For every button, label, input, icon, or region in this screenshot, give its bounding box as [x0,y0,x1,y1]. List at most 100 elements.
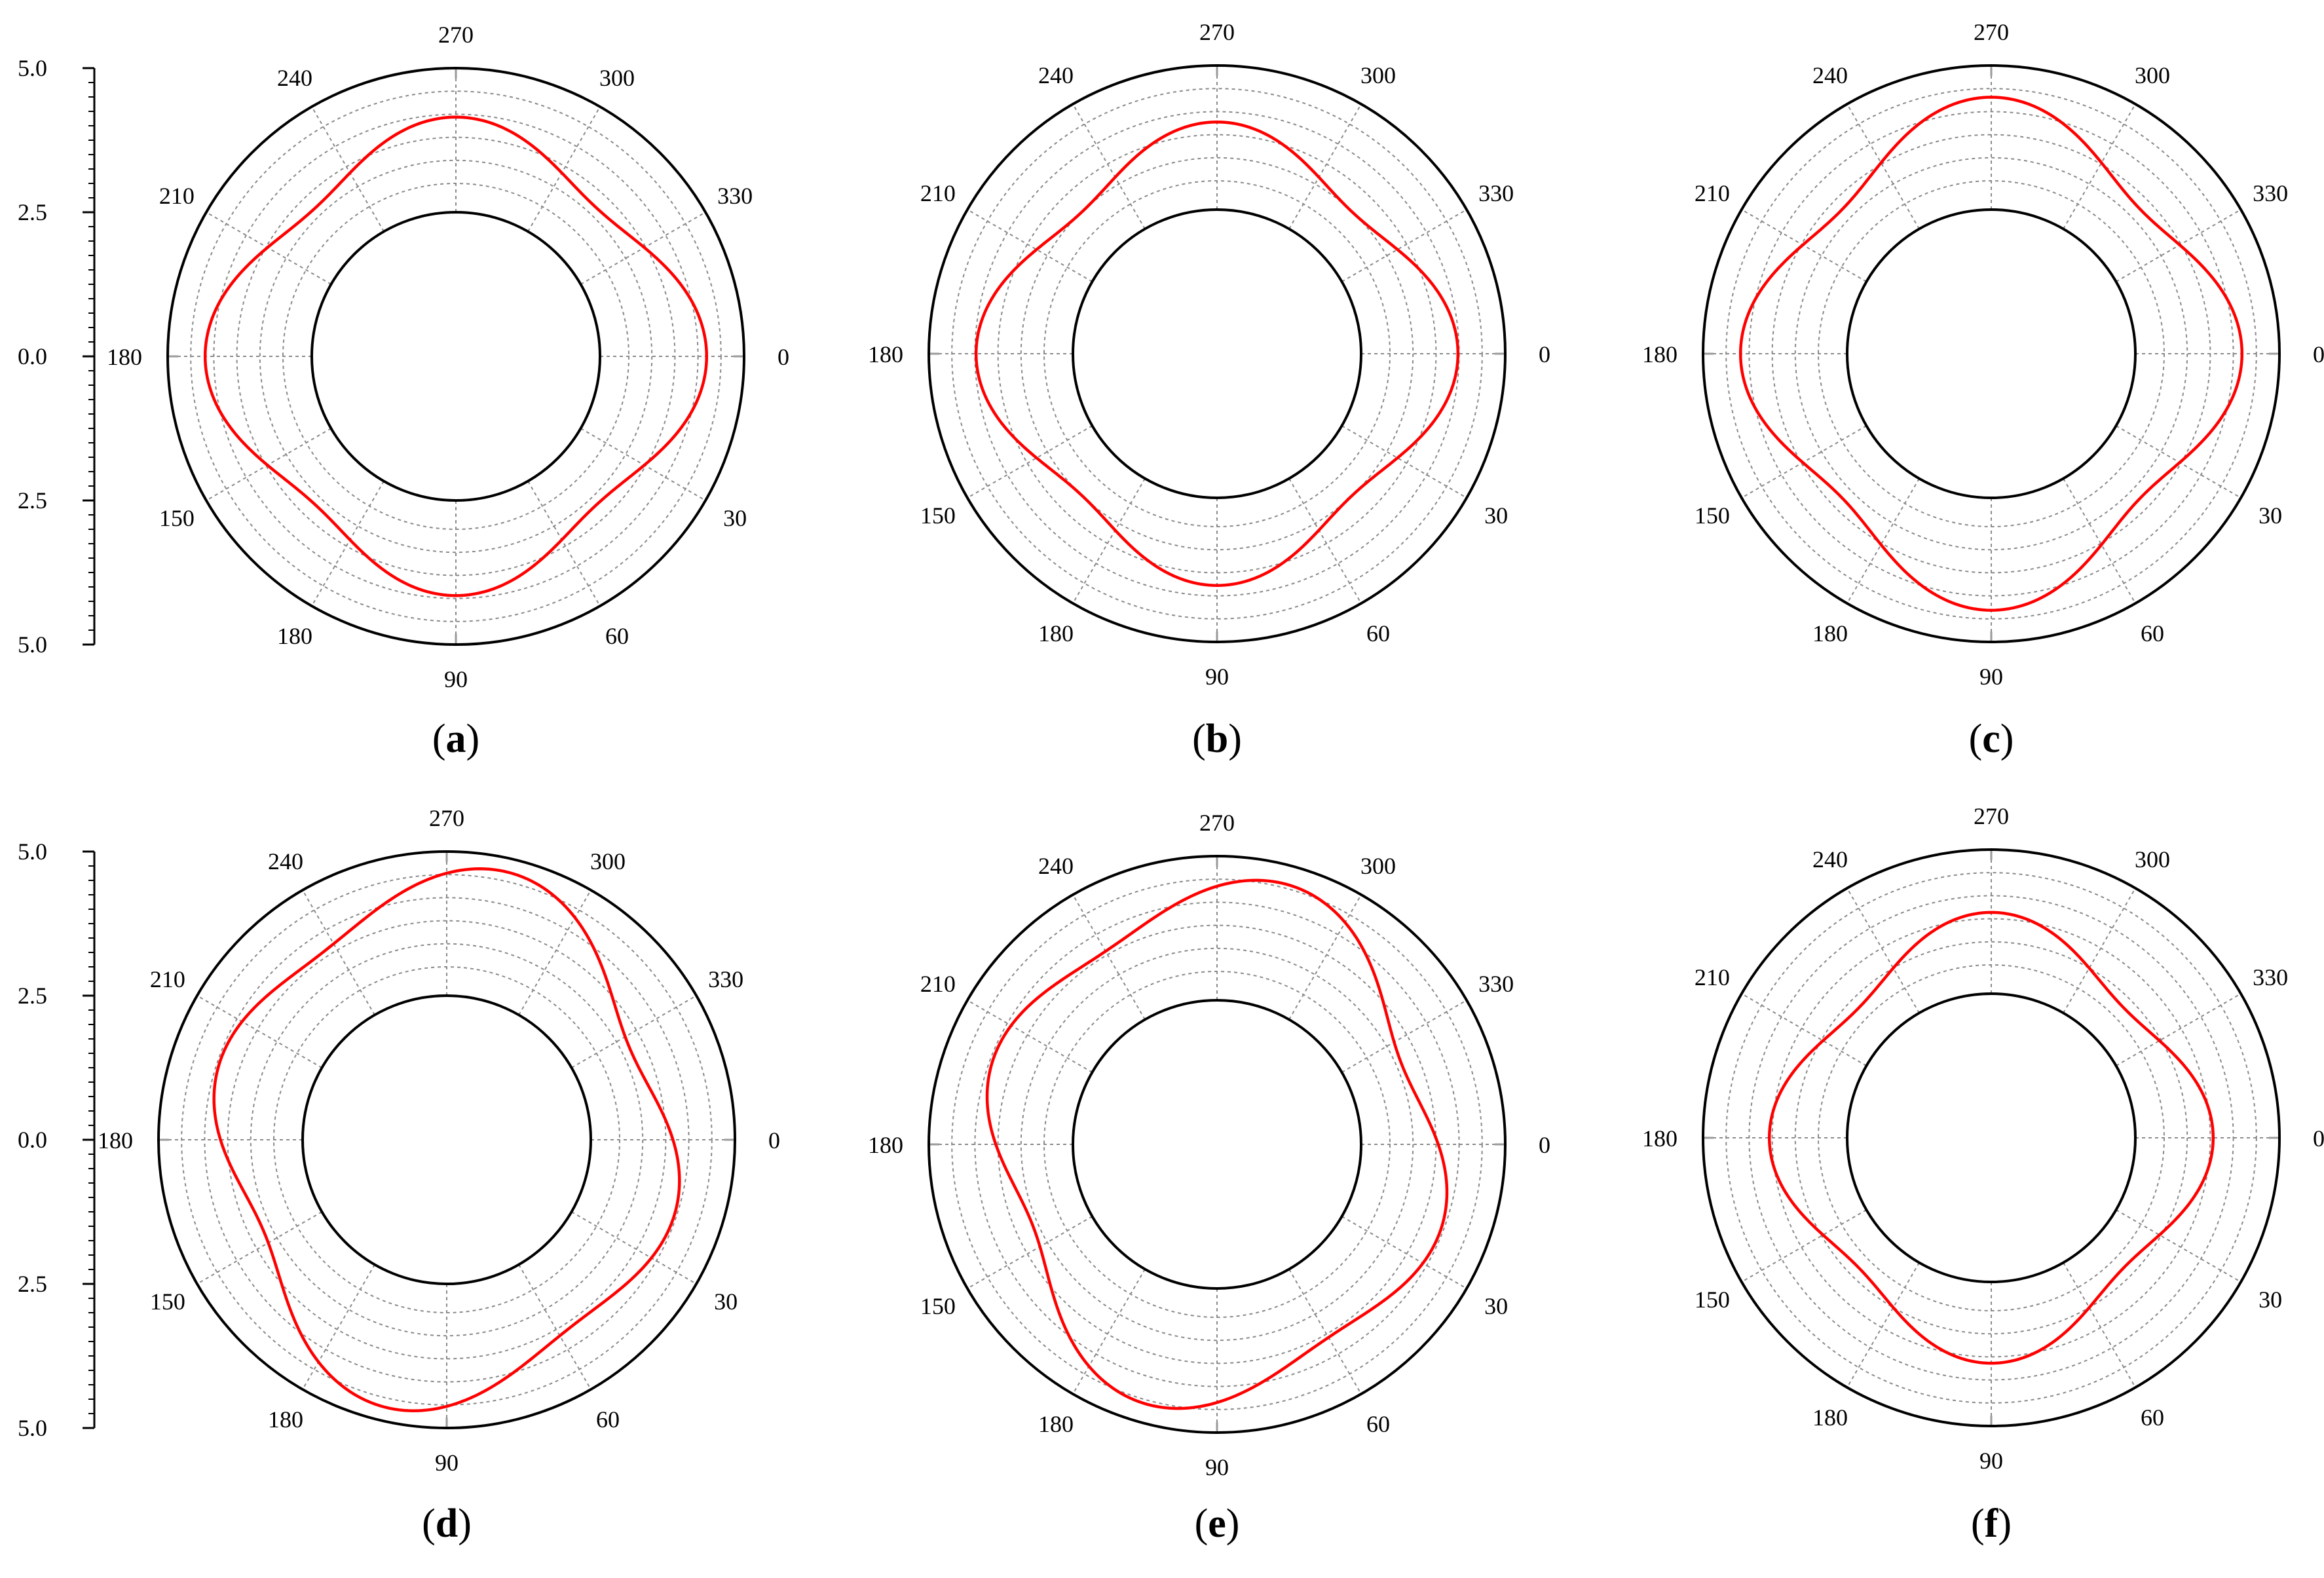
grid-spoke [311,481,384,607]
grid-spoke [518,890,591,1015]
angle-label-0: 0 [2313,1125,2324,1152]
grid-circle [1818,964,2165,1311]
angle-label-0: 0 [2313,341,2324,367]
angle-label-330: 330 [717,183,753,209]
angle-label-120: 180 [1812,1404,1848,1431]
angle-label-60: 60 [2141,1404,2164,1431]
grid-circle [1794,941,2188,1335]
angle-label-300: 300 [1360,853,1396,879]
angle-label-90: 90 [444,666,468,692]
angle-label-60: 60 [1366,1411,1390,1437]
grid-spoke [311,106,384,232]
grid-circle [282,183,629,530]
grid-spoke [2063,103,2136,229]
angle-label-210: 210 [159,183,195,209]
grid-spokes [1703,66,2279,642]
angle-label-270: 270 [438,22,474,48]
grid-spoke [1072,1269,1146,1395]
angle-label-30: 30 [2258,1287,2282,1313]
angle-label-60: 60 [1366,620,1390,647]
grid-spoke [1341,425,1467,498]
polar-panel-a: 0 30 60 90 180 150 180 210 240 270 300 330 (a) [107,22,789,761]
angle-label-120: 180 [268,1406,303,1433]
radial-scale-1: 5.0 2.5 0.0 2.5 5.0 [18,55,96,658]
angle-label-330: 330 [1478,180,1514,206]
angle-labels: 0 30 60 90 180 150 180 210 240 270 300 330 [868,810,1550,1480]
grid-spoke [1072,894,1146,1020]
angle-label-90: 90 [1979,664,2003,690]
grid-circle [250,943,644,1337]
angle-label-90: 90 [1205,1454,1229,1480]
scale-tick-label: 5.0 [18,631,47,658]
outer-circle [1702,848,2281,1427]
inner-circle [1846,992,2137,1283]
polar-panel-e: 0 30 60 90 180 150 180 210 240 270 300 330 (e) [868,810,1550,1546]
angle-label-180: 180 [1642,1125,1677,1152]
angle-labels: 0 30 60 90 180 150 180 210 240 270 300 330 [107,22,789,692]
inner-circle [1072,208,1362,499]
angle-label-240: 240 [1812,62,1848,88]
angle-label-180: 180 [98,1127,133,1154]
grid-circle [1020,947,1414,1342]
angle-label-270: 270 [1974,803,2009,829]
series-curve [212,867,681,1412]
grid-spokes [1703,850,2279,1426]
angle-label-300: 300 [2135,846,2170,873]
scale-tick-label: 2.5 [18,1271,47,1297]
panel-label: (c) [1969,717,2014,761]
outer-circle [1702,64,2281,643]
grid-spoke [1288,478,1362,604]
angle-label-90: 90 [435,1450,459,1476]
grid-spoke [1288,894,1362,1020]
grid-spoke [527,106,601,232]
angle-label-330: 330 [1478,971,1514,997]
grid-circle [1043,180,1391,527]
grid-spokes [929,66,1505,642]
angle-label-60: 60 [605,623,629,649]
outer-circle [928,855,1507,1434]
angle-label-210: 210 [920,971,956,997]
grid-circle [1818,180,2165,527]
grid-spoke [967,1000,1093,1073]
grid-spoke [967,1216,1093,1289]
grid-spoke [1846,1262,1920,1388]
angle-label-60: 60 [596,1406,620,1433]
angle-label-300: 300 [599,65,635,91]
angle-label-150: 150 [920,502,956,529]
angle-label-150: 150 [159,505,195,531]
series-curve [974,120,1460,588]
grid-spoke [1072,478,1146,604]
angle-label-240: 240 [1812,846,1848,873]
grid-circle [1794,157,2188,551]
angle-labels: 0 30 60 90 180 150 180 210 240 270 300 330 [98,805,780,1476]
angle-label-270: 270 [1974,19,2009,45]
grid-spoke [580,212,706,285]
outer-circle [166,67,745,646]
polar-panel-c: 0 30 60 90 180 150 180 210 240 270 300 330 (c) [1642,19,2324,761]
polar-panel-f: 0 30 60 90 180 150 180 210 240 270 300 330 (f) [1642,803,2324,1546]
angle-label-30: 30 [723,505,747,531]
polar-panel-b: 0 30 60 90 180 150 180 210 240 270 300 330 (b) [868,19,1550,761]
grid-spoke [2063,1262,2136,1388]
angle-label-30: 30 [714,1288,738,1315]
angle-label-330: 330 [2253,180,2288,206]
scale-tick-label: 2.5 [18,983,47,1009]
radial-scale-2: 5.0 2.5 0.0 2.5 5.0 [18,838,96,1441]
grid-spoke [1341,209,1467,282]
angle-label-30: 30 [1484,1293,1508,1319]
grid-spoke [1341,1216,1467,1289]
angle-label-120: 180 [277,623,312,649]
grid-spoke [967,209,1093,282]
grid-spoke [518,1264,591,1390]
polar-panel-d: 0 30 60 90 180 150 180 210 240 270 300 330 (d) [98,805,780,1546]
inner-circle [1846,208,2137,499]
angle-label-0: 0 [768,1127,780,1154]
grid-spoke [1072,103,1146,229]
angle-label-150: 150 [920,1293,956,1319]
grid-circle [213,113,699,599]
angle-label-210: 210 [1695,964,1730,990]
panel-label: (f) [1971,1501,2012,1546]
angle-label-150: 150 [150,1288,185,1315]
grid-spokes [929,856,1505,1433]
grid-circle [1748,111,2234,597]
